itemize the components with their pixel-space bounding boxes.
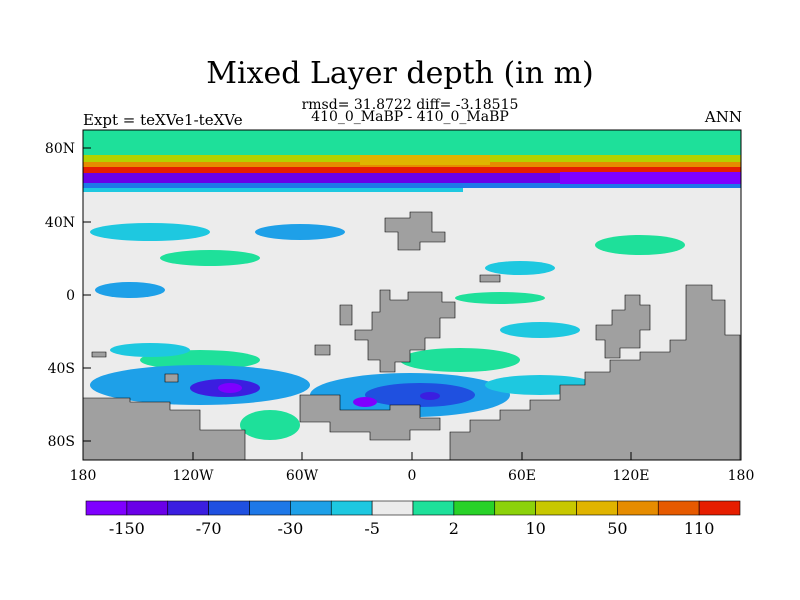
land-island [314, 344, 331, 356]
lat-label: 40N [45, 215, 75, 231]
anomaly-patch [95, 282, 165, 298]
lat-label: 80S [48, 434, 75, 450]
arctic-band-green [83, 130, 741, 155]
lon-axis: 180 120W 60W 0 60E 120E 180 [70, 452, 755, 484]
colorbar-label: 110 [684, 519, 715, 538]
land-north-america [384, 211, 446, 251]
anomaly-patch [110, 343, 190, 357]
anomaly-patch [455, 292, 545, 304]
southern-anomaly [420, 392, 440, 400]
colorbar-label: 10 [525, 519, 545, 538]
anomaly-patch [485, 261, 555, 275]
colorbar-swatch [657, 500, 700, 516]
southern-anomaly [353, 397, 377, 407]
colorbar-label: -150 [109, 519, 145, 538]
lon-label: 120E [613, 468, 650, 484]
colorbar-label: 2 [449, 519, 459, 538]
southern-anomaly [240, 410, 300, 440]
lon-label: 120W [172, 468, 214, 484]
colorbar-swatch [290, 500, 332, 516]
arctic-band-red [83, 167, 741, 173]
colorbar-swatch [167, 500, 209, 516]
arctic-band-purple [83, 173, 741, 183]
lon-label: 180 [728, 468, 755, 484]
case-label: 410_0_MaBP - 410_0_MaBP [311, 109, 509, 125]
anomaly-patch [160, 250, 260, 266]
land-eurasia-africa [354, 289, 456, 373]
colorbar-label: -30 [277, 519, 303, 538]
anomaly-patch [400, 348, 520, 372]
lon-label: 0 [408, 468, 417, 484]
colorbar-swatch [576, 500, 618, 516]
colorbar: -150 -70 -30 -5 2 10 50 110 [85, 500, 741, 538]
anomaly-patch [90, 223, 210, 241]
colorbar-swatch [371, 500, 414, 516]
colorbar-swatch [494, 500, 536, 516]
colorbar-swatch [617, 500, 659, 516]
season-label: ANN [704, 108, 742, 126]
map-title: Mixed Layer depth (in m) [206, 56, 594, 91]
rmsd-subtitle: rmsd= 31.8722 diff= -3.18515 [301, 97, 519, 113]
colorbar-swatch [249, 500, 291, 516]
colorbar-swatch [535, 500, 577, 516]
colorbar-swatch [330, 500, 373, 516]
southern-anomaly [365, 383, 475, 407]
colorbar-swatch [208, 500, 250, 516]
arctic-yellow-patch [360, 155, 490, 165]
experiment-label: Expt = teXVe1-teXVe [83, 111, 243, 129]
land-australia [595, 294, 651, 359]
lon-label: 180 [70, 468, 97, 484]
lat-label: 80N [45, 141, 75, 157]
map-area [82, 130, 741, 461]
anomaly-patch [500, 322, 580, 338]
arctic-band-cyan [83, 188, 463, 192]
southern-anomaly [218, 383, 242, 393]
lon-label: 60W [286, 468, 319, 484]
land-island-west [164, 373, 179, 383]
colorbar-label: 50 [607, 519, 627, 538]
colorbar-swatch [85, 500, 128, 516]
lat-label: 40S [48, 361, 75, 377]
lon-label: 60E [508, 468, 536, 484]
land-island [479, 274, 501, 283]
colorbar-label: -70 [196, 519, 222, 538]
colorbar-swatch [453, 500, 496, 516]
colorbar-label: -5 [364, 519, 380, 538]
anomaly-patch [595, 235, 685, 255]
colorbar-swatch [126, 500, 169, 516]
land-island-west [91, 351, 107, 358]
arctic-purple-patch [560, 172, 741, 184]
colorbar-swatch [698, 500, 741, 516]
land-asia-east [449, 284, 741, 461]
anomaly-patch [255, 224, 345, 240]
lat-axis: 80N 40N 0 40S 80S [45, 141, 91, 450]
land-south-center [299, 394, 441, 441]
land-south-america [339, 304, 353, 326]
lat-label: 0 [66, 288, 75, 304]
colorbar-swatch [412, 500, 455, 516]
arctic-band-blue [83, 183, 741, 188]
